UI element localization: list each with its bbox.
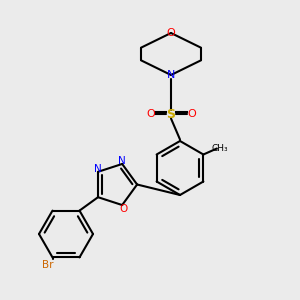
Text: O: O bbox=[119, 204, 128, 214]
Text: O: O bbox=[146, 109, 155, 119]
Text: N: N bbox=[167, 70, 175, 80]
Text: CH₃: CH₃ bbox=[212, 144, 228, 153]
Text: Br: Br bbox=[42, 260, 54, 270]
Text: N: N bbox=[94, 164, 102, 174]
Text: O: O bbox=[167, 28, 176, 38]
Text: N: N bbox=[118, 156, 126, 166]
Text: S: S bbox=[167, 107, 176, 121]
Text: O: O bbox=[187, 109, 196, 119]
